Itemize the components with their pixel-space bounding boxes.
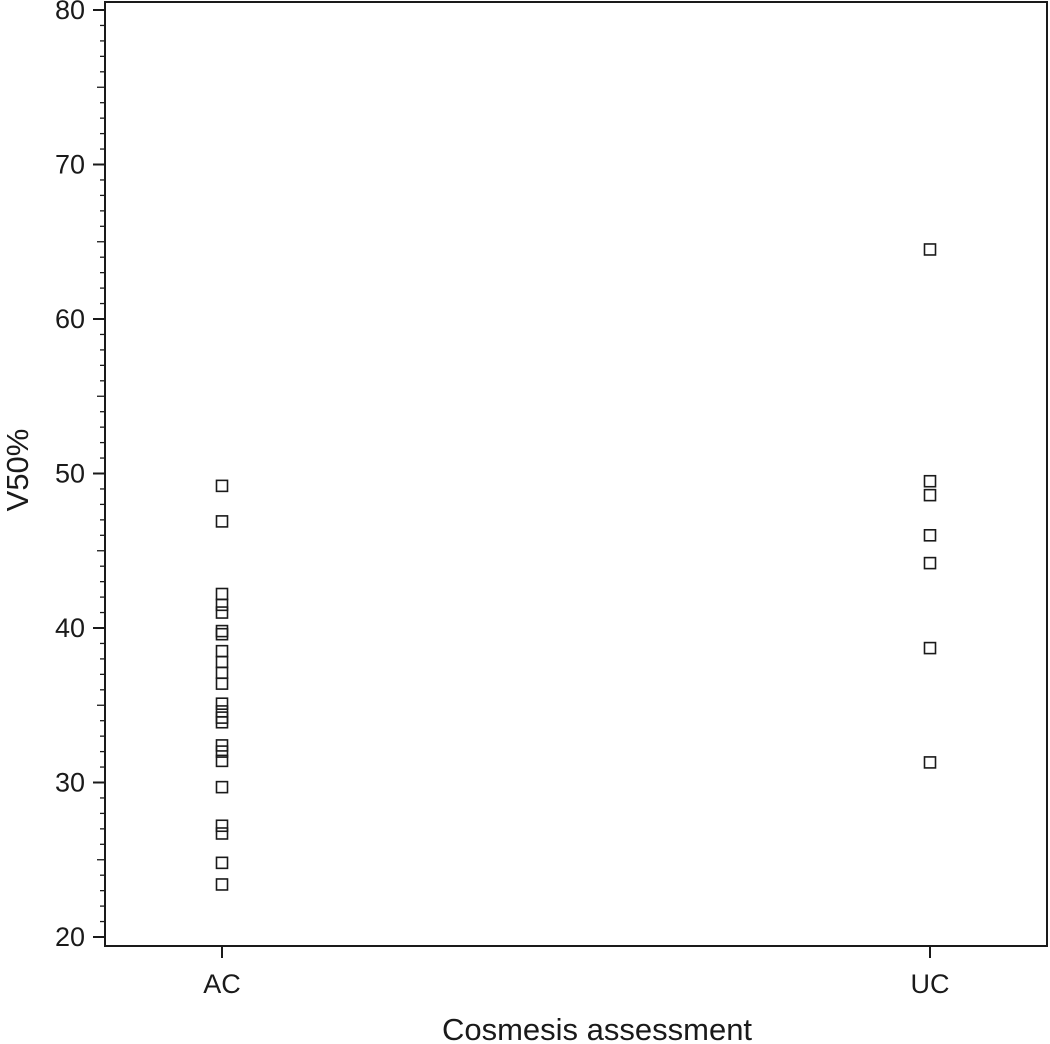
x-axis-title: Cosmesis assessment bbox=[442, 1012, 752, 1044]
data-point bbox=[923, 641, 937, 655]
data-point bbox=[215, 819, 229, 833]
data-point bbox=[215, 745, 229, 758]
data-point bbox=[215, 878, 229, 891]
data-point bbox=[923, 528, 937, 542]
data-point bbox=[215, 715, 229, 729]
data-point bbox=[215, 677, 229, 690]
data-point bbox=[215, 856, 229, 870]
y-axis-title: V50% bbox=[0, 429, 35, 512]
y-axis: 20 30 40 50 60 70 80 bbox=[55, 0, 105, 952]
data-point bbox=[215, 644, 229, 658]
data-point bbox=[215, 515, 229, 528]
data-point bbox=[215, 697, 229, 711]
data-point bbox=[923, 488, 937, 502]
data-point bbox=[215, 754, 229, 768]
data-point bbox=[923, 556, 937, 570]
x-tick-label: UC bbox=[911, 969, 950, 999]
data-point bbox=[215, 598, 229, 612]
y-tick-label: 20 bbox=[55, 922, 85, 952]
data-point bbox=[923, 243, 937, 256]
y-tick-label: 80 bbox=[55, 0, 85, 25]
y-tick-label: 70 bbox=[55, 150, 85, 180]
data-point bbox=[215, 624, 229, 638]
data-point bbox=[923, 756, 937, 769]
data-point bbox=[215, 780, 229, 794]
y-tick-label: 50 bbox=[55, 459, 85, 489]
data-point bbox=[215, 666, 229, 680]
data-point bbox=[215, 479, 229, 493]
x-tick-label: AC bbox=[203, 969, 241, 999]
data-point bbox=[215, 655, 229, 669]
data-point bbox=[215, 827, 229, 840]
y-tick-label: 40 bbox=[55, 613, 85, 643]
x-axis: AC UC bbox=[203, 946, 950, 999]
y-tick-label: 30 bbox=[55, 768, 85, 798]
y-tick-label: 60 bbox=[55, 304, 85, 334]
data-point bbox=[215, 606, 229, 619]
data-point bbox=[215, 627, 229, 641]
plot-frame bbox=[104, 1, 1048, 947]
data-points bbox=[215, 243, 937, 891]
data-point bbox=[215, 587, 229, 601]
data-point bbox=[923, 474, 937, 488]
